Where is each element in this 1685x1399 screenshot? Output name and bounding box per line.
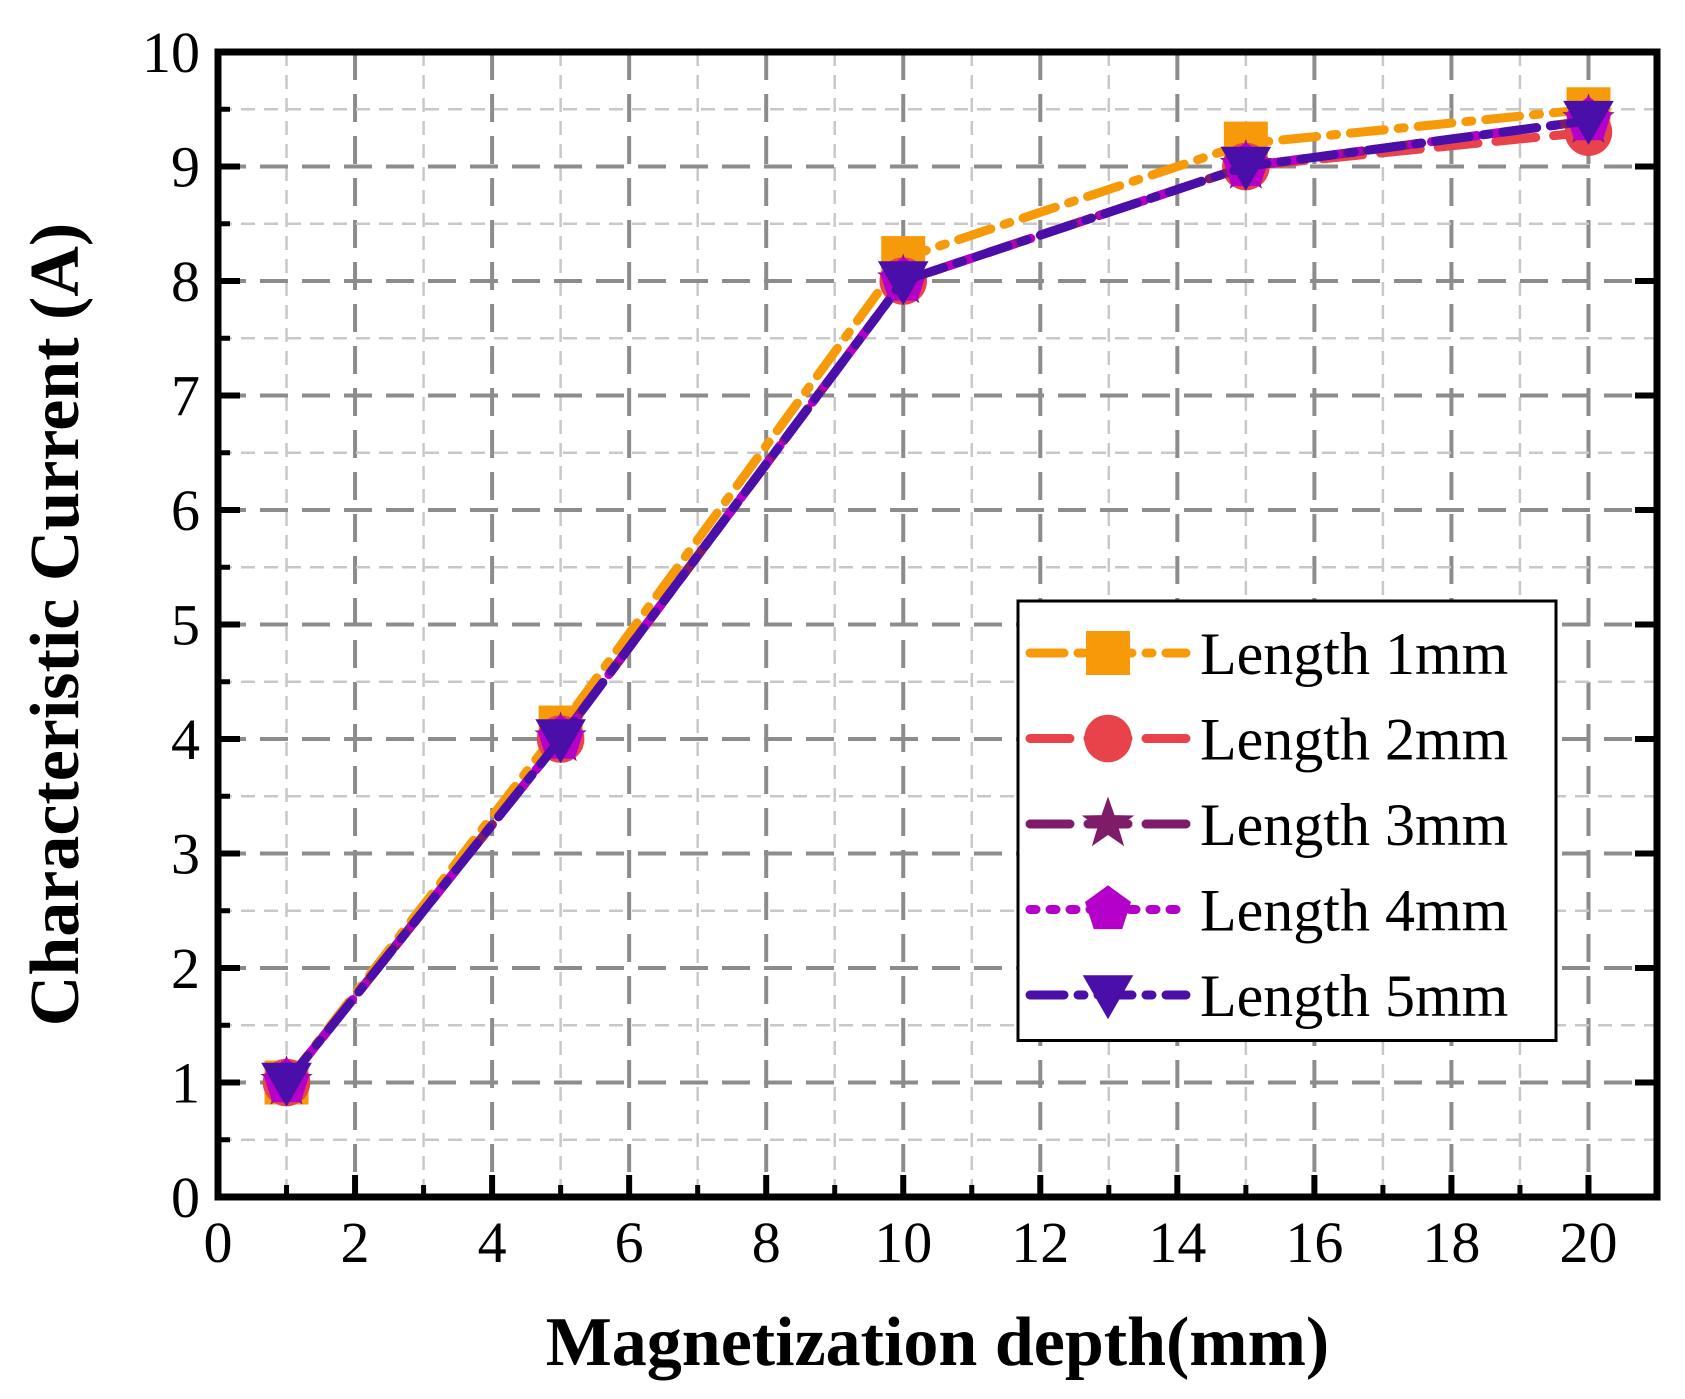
series-line [282, 116, 1593, 1087]
x-tick-label: 20 [1559, 1210, 1617, 1275]
y-tick-label: 8 [171, 249, 200, 314]
y-tick-label: 7 [171, 364, 200, 429]
legend: Length 1mm Length 2mm Length 3mm Length 4mm… [1016, 599, 1558, 1042]
x-tick-label: 8 [752, 1210, 781, 1275]
axis-ticks [215, 49, 1657, 1200]
legend-label: Length 1mm [1200, 621, 1508, 687]
legend-label: Length 3mm [1200, 792, 1508, 858]
y-tick-label: 1 [171, 1051, 200, 1116]
x-tick-label: 2 [341, 1210, 370, 1275]
y-tick-label: 6 [171, 478, 200, 543]
x-tick-label: 6 [615, 1210, 644, 1275]
y-tick-label: 5 [171, 593, 200, 658]
legend-marker [1084, 714, 1132, 763]
legend-label: Length 2mm [1200, 707, 1508, 773]
x-tick-label: 14 [1148, 1210, 1206, 1275]
series-lines [260, 87, 1615, 1107]
y-tick-label: 4 [171, 707, 200, 772]
data-point [1220, 146, 1272, 191]
data-point [877, 261, 929, 306]
data-point [535, 719, 586, 764]
y-axis-title: Characteristic Current (A) [17, 223, 94, 1026]
legend-label: Length 4mm [1200, 878, 1508, 944]
x-tick-label: 4 [478, 1210, 507, 1275]
legend-marker [1082, 975, 1134, 1020]
legend-label: Length 5mm [1200, 963, 1508, 1029]
series-5 [261, 100, 1614, 1107]
legend-item: Length 4mm [1025, 878, 1508, 944]
x-axis-title: Magnetization depth(mm) [546, 1304, 1330, 1381]
x-tick-label: 0 [204, 1210, 233, 1275]
y-tick-label: 9 [171, 135, 200, 200]
y-tick-label: 10 [142, 20, 200, 85]
data-point [1563, 100, 1614, 145]
legend-item: Length 2mm [1025, 707, 1508, 773]
series-line [282, 116, 1593, 1087]
legend-item: Length 3mm [1025, 792, 1508, 858]
y-tick-label: 3 [171, 822, 200, 887]
y-tick-label: 2 [171, 936, 200, 1001]
legend-marker [1086, 631, 1130, 675]
legend-marker [1085, 885, 1131, 930]
y-tick-label: 0 [171, 1165, 200, 1230]
legend-marker [1081, 796, 1135, 847]
x-tick-label: 12 [1011, 1210, 1069, 1275]
x-tick-label: 16 [1285, 1210, 1343, 1275]
legend-item: Length 1mm [1025, 621, 1508, 687]
data-point [261, 1062, 312, 1107]
x-tick-label: 18 [1422, 1210, 1480, 1275]
x-tick-label: 10 [874, 1210, 932, 1275]
legend-item: Length 5mm [1025, 963, 1508, 1029]
